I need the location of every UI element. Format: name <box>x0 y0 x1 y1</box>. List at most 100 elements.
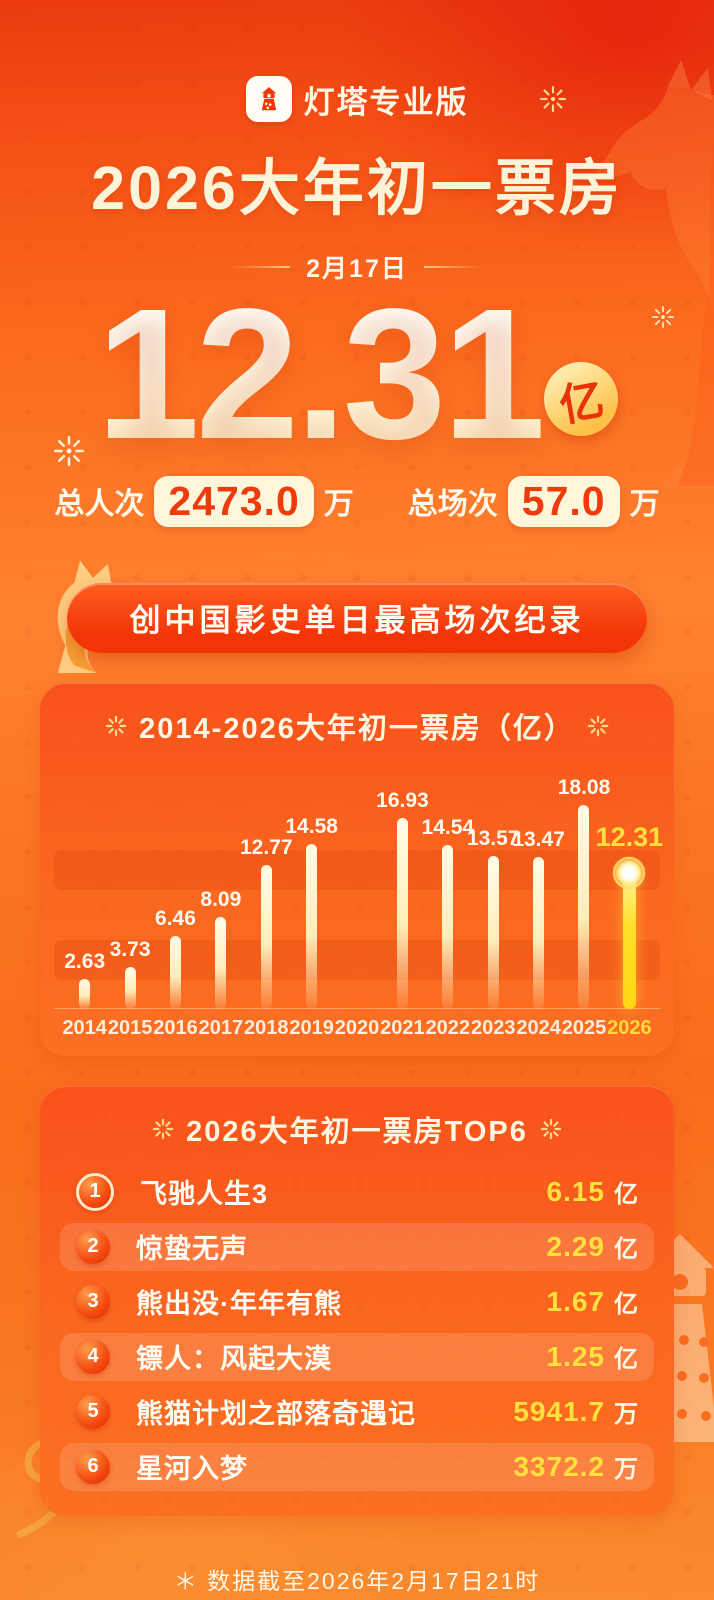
movie-title: 熊猫计划之部落奇遇记 <box>136 1399 416 1430</box>
bar-value-label: 16.93 <box>376 788 429 812</box>
bar-2022 <box>442 844 454 1009</box>
dash-divider <box>232 266 291 268</box>
year-label-2015: 2015 <box>107 1016 153 1039</box>
top6-row-6: 6 星河入梦 3372.2 万 <box>60 1442 654 1491</box>
movie-title: 飞驰人生3 <box>140 1179 269 1210</box>
year-label-2023: 2023 <box>470 1016 516 1039</box>
data-cutoff-note: ＊ 数据截至2026年2月17日21时 <box>173 1567 541 1594</box>
year-label-2026: 2026 <box>607 1016 652 1039</box>
stat-value: 2473.0 <box>168 477 300 524</box>
chart-column-2017: 8.09 <box>198 888 243 1009</box>
bar-2025 <box>578 804 590 1009</box>
bar-value-label: 14.54 <box>421 815 475 839</box>
record-banner-text: 创中国影史单日最高场次纪录 <box>129 603 585 639</box>
bar-2024 <box>533 856 545 1009</box>
stats-row: 总人次 2473.0 万 总场次 57.0 万 <box>0 475 714 527</box>
page-title: 2026大年初一票房 <box>91 154 623 222</box>
top6-row-1: 1 飞驰人生3 6.15 亿 <box>60 1168 654 1216</box>
year-label-2024: 2024 <box>516 1016 561 1039</box>
top6-panel: 2026大年初一票房TOP6 1 飞驰人生3 6.15 亿 2 惊蛰无声 2.29 亿 3 熊出没… <box>40 1085 674 1516</box>
year-label-2017: 2017 <box>198 1016 244 1039</box>
year-label-2019: 2019 <box>289 1016 334 1039</box>
movie-box-office-value: 1.67 <box>546 1285 605 1317</box>
year-label-2022: 2022 <box>425 1016 471 1039</box>
bar-2019 <box>306 844 318 1009</box>
chart-title: 2014-2026大年初一票房（亿） <box>139 712 575 745</box>
stat-admissions: 总人次 2473.0 万 <box>54 475 354 527</box>
chart-column-2021: 16.93 <box>376 789 429 1009</box>
movie-box-office-value: 6.15 <box>546 1175 605 1207</box>
box-office-value: 12.31 <box>96 271 545 478</box>
year-label-2014: 2014 <box>62 1016 107 1039</box>
bar-2014 <box>79 979 91 1009</box>
movie-box-office-value: 1.25 <box>546 1340 605 1372</box>
chart-column-2024: 13.47 <box>512 828 565 1009</box>
movie-box-office-unit: 亿 <box>614 1236 638 1264</box>
date-label: 2月17日 <box>306 255 408 283</box>
beacon-logo-icon <box>245 76 292 122</box>
movie-title: 惊蛰无声 <box>136 1234 248 1265</box>
bar-2021 <box>396 817 408 1009</box>
rank-badge: 6 <box>76 1449 110 1484</box>
bar-value-label: 18.08 <box>557 775 611 799</box>
chart-column-2015: 3.73 <box>107 938 152 1009</box>
bar-value-label: 2.63 <box>64 950 106 974</box>
movie-title: 熊出没·年年有熊 <box>136 1289 342 1320</box>
rank-badge: 3 <box>76 1284 110 1319</box>
top6-rows: 1 飞驰人生3 6.15 亿 2 惊蛰无声 2.29 亿 3 熊出没·年年有熊 1.67 亿 4 镖人：风… <box>60 1168 654 1510</box>
rank-badge: 1 <box>76 1172 114 1211</box>
year-label-2025: 2025 <box>561 1016 607 1039</box>
top6-title-row: 2026大年初一票房TOP6 <box>40 1086 674 1150</box>
bar-columns: 2.63 3.73 6.46 8.09 12.77 14.58 16.93 14.54 13.5… <box>62 769 663 1009</box>
chart-column-2023: 13.57 <box>467 827 520 1009</box>
rank-badge: 5 <box>76 1394 110 1429</box>
movie-title: 镖人：风起大漠 <box>136 1344 332 1375</box>
bar-2015 <box>124 966 136 1009</box>
stat-screenings: 总场次 57.0 万 <box>408 475 660 527</box>
rank-badge: 4 <box>76 1339 110 1374</box>
top6-title: 2026大年初一票房TOP6 <box>186 1115 528 1148</box>
movie-box-office-unit: 万 <box>614 1456 638 1484</box>
stat-value: 57.0 <box>521 477 606 524</box>
chart-column-2018: 12.77 <box>240 836 293 1009</box>
total-box-office: 12.31 亿 <box>0 271 714 478</box>
bar-2017 <box>215 917 227 1009</box>
stat-unit: 万 <box>323 488 354 522</box>
top6-row-2: 2 惊蛰无声 2.29 亿 <box>60 1222 654 1271</box>
sparkle-icon <box>105 715 127 736</box>
bar-value-label: 12.31 <box>595 821 664 852</box>
bar-2023 <box>487 855 499 1009</box>
movie-box-office-value: 3372.2 <box>513 1450 605 1482</box>
unit-badge: 亿 <box>537 355 624 442</box>
sparkle-icon <box>152 1118 174 1139</box>
grid-band <box>54 849 660 890</box>
stat-pill: 57.0 <box>507 475 620 527</box>
record-banner: 创中国影史单日最高场次纪录 <box>57 560 647 673</box>
movie-box-office-value: 2.29 <box>546 1230 605 1262</box>
movie-box-office-value: 5941.7 <box>513 1395 605 1427</box>
year-label-2020: 2020 <box>334 1016 380 1039</box>
dash-divider <box>423 266 482 268</box>
chart-column-2026: 12.31 <box>596 822 663 1009</box>
year-label-2021: 2021 <box>380 1016 425 1039</box>
bar-value-label: 12.77 <box>239 835 293 859</box>
record-banner-pill: 创中国影史单日最高场次纪录 <box>67 582 647 653</box>
bar-value-label: 14.58 <box>285 815 338 839</box>
bar-2026 <box>611 854 648 1009</box>
stat-pill: 2473.0 <box>154 475 314 527</box>
year-label-2016: 2016 <box>153 1016 198 1039</box>
chart-column-2022: 14.54 <box>422 816 474 1009</box>
date-row: 2月17日 <box>0 249 714 285</box>
movie-box-office-unit: 亿 <box>614 1291 638 1319</box>
bar-value-label: 3.73 <box>109 937 151 961</box>
highlight-glow-icon <box>611 854 648 891</box>
bar-value-label: 13.57 <box>466 826 520 850</box>
top6-row-4: 4 镖人：风起大漠 1.25 亿 <box>60 1332 654 1381</box>
chart-column-2019: 14.58 <box>285 815 338 1009</box>
sparkle-icon <box>540 1118 562 1139</box>
history-chart-panel: 2014-2026大年初一票房（亿） 2.63 3.73 6.46 8.09 12.77… <box>40 682 674 1056</box>
top6-row-5: 5 熊猫计划之部落奇遇记 5941.7 万 <box>60 1388 654 1436</box>
movie-box-office-unit: 亿 <box>614 1181 638 1209</box>
brand-header: 灯塔专业版 <box>0 76 714 122</box>
